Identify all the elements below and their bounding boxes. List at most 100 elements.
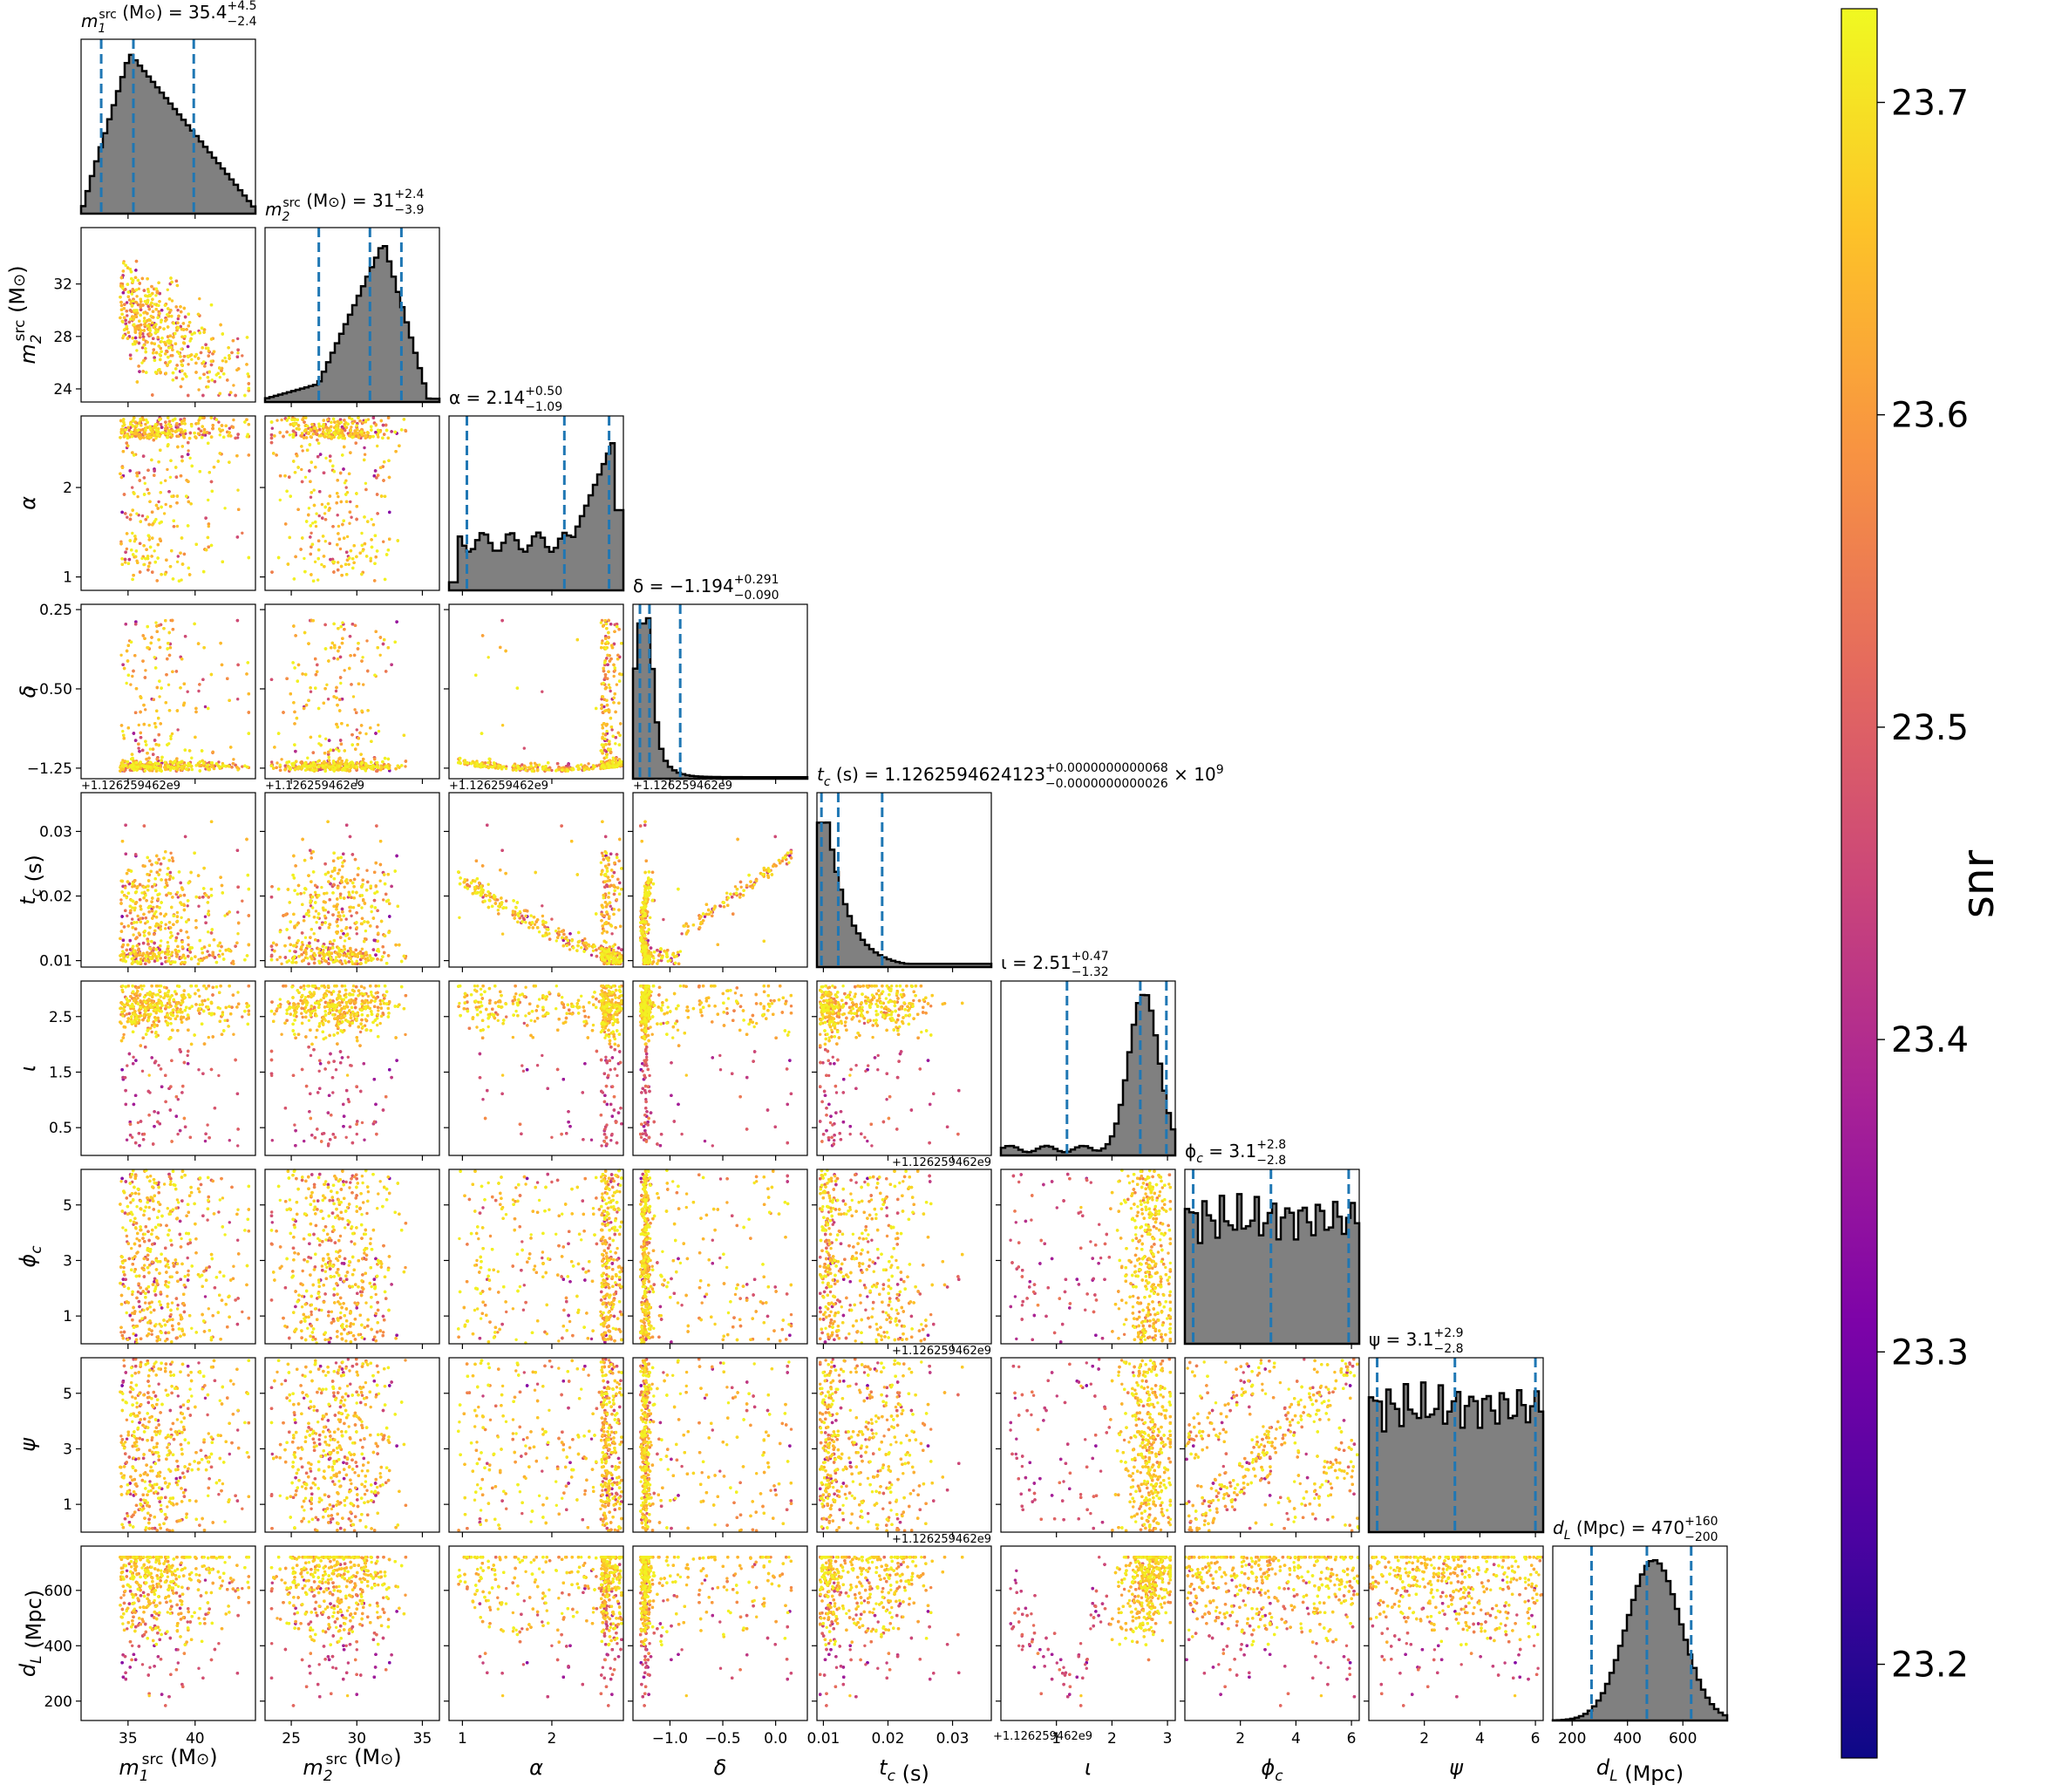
- hist-title-m1: m1src (M⊙) = 35.4+4.5 −2.4: [81, 0, 257, 36]
- scatter-point: [149, 294, 152, 296]
- scatter-point: [129, 358, 132, 360]
- scatter-point: [135, 260, 138, 262]
- scatter-point: [153, 348, 155, 351]
- scatter-point: [170, 315, 173, 317]
- scatter-point: [180, 360, 182, 363]
- scatter-point: [147, 290, 150, 293]
- scatter-point: [202, 373, 205, 376]
- scatter-point: [153, 343, 156, 345]
- scatter-point: [141, 303, 144, 306]
- scatter-point: [201, 346, 204, 349]
- scatter-point: [190, 353, 193, 356]
- scatter-point: [138, 370, 140, 372]
- scatter-point: [225, 360, 228, 363]
- scatter-point: [172, 371, 174, 374]
- scatter-point: [179, 355, 181, 358]
- scatter-point: [127, 331, 130, 334]
- scatter-point: [138, 342, 140, 344]
- scatter-point: [211, 378, 214, 381]
- scatter-point: [142, 338, 145, 341]
- scatter-point: [236, 349, 239, 351]
- scatter-point: [180, 370, 183, 372]
- scatter-point: [198, 297, 201, 300]
- hist-title-m2: m2src (M⊙) = 31+2.4 −3.9: [265, 187, 425, 224]
- scatter-point: [164, 319, 167, 322]
- scatter-point: [208, 350, 210, 352]
- scatter-point: [129, 317, 132, 320]
- scatter-point: [167, 346, 170, 349]
- scatter-point: [120, 309, 123, 311]
- scatter-point: [177, 326, 180, 329]
- scatter-point: [164, 303, 167, 306]
- scatter-point: [187, 324, 190, 327]
- scatter-point: [133, 309, 135, 311]
- scatter-point: [150, 285, 153, 288]
- scatter-point: [232, 339, 235, 342]
- histogram-bars: [265, 246, 439, 402]
- scatter-point: [142, 344, 145, 346]
- scatter-point: [199, 331, 201, 334]
- scatter-point: [177, 315, 180, 317]
- scatter-point: [124, 319, 126, 322]
- scatter-point: [232, 384, 235, 386]
- scatter-point: [197, 313, 200, 316]
- scatter-point: [228, 357, 230, 359]
- scatter-point: [152, 337, 154, 340]
- scatter-point: [135, 309, 138, 311]
- scatter-point: [201, 327, 203, 330]
- scatter-point: [122, 269, 125, 272]
- scatter-point: [138, 288, 140, 290]
- scatter-point: [234, 394, 236, 397]
- scatter-point: [194, 362, 197, 365]
- scatter-point: [123, 303, 126, 305]
- scatter-point: [219, 324, 221, 326]
- scatter-point: [180, 310, 182, 313]
- scatter-point: [153, 356, 155, 358]
- scatter-point: [174, 367, 177, 370]
- scatter-point: [139, 334, 141, 337]
- scatter-point: [142, 336, 145, 338]
- scatter-point: [202, 330, 205, 333]
- scatter-point: [221, 332, 224, 335]
- scatter-point: [190, 358, 193, 361]
- scatter-point: [158, 353, 160, 356]
- scatter-point: [167, 364, 169, 366]
- scatter-point: [169, 335, 172, 337]
- scatter-point: [155, 288, 158, 290]
- scatter-point: [136, 380, 139, 383]
- scatter-point: [131, 290, 133, 292]
- scatter-point: [210, 303, 213, 306]
- scatter-point: [143, 320, 146, 323]
- scatter-point: [184, 316, 187, 318]
- scatter-point: [144, 347, 146, 350]
- scatter-point: [160, 337, 163, 339]
- scatter-point: [136, 327, 139, 330]
- scatter-point: [135, 301, 138, 303]
- scatter-point: [246, 336, 248, 338]
- scatter-point: [120, 313, 123, 316]
- scatter-point: [119, 296, 121, 298]
- scatter-point: [181, 378, 184, 380]
- y-tick-label: 24: [53, 381, 72, 399]
- scatter-point: [127, 290, 130, 293]
- scatter-point: [120, 304, 123, 307]
- scatter-point: [218, 366, 221, 369]
- scatter-point: [210, 337, 213, 340]
- scatter-point: [187, 313, 190, 316]
- scatter-point: [159, 358, 161, 361]
- scatter-point: [136, 311, 139, 314]
- scatter-point: [236, 351, 239, 354]
- scatter-point: [146, 312, 148, 315]
- scatter-point: [154, 371, 157, 373]
- scatter-point: [132, 337, 134, 339]
- scatter-point: [160, 351, 162, 353]
- scatter-point: [130, 270, 133, 273]
- scatter-point: [139, 314, 141, 317]
- scatter-point: [193, 331, 195, 334]
- scatter-point: [182, 341, 185, 344]
- scatter-point: [187, 355, 189, 358]
- scatter-point: [146, 341, 148, 344]
- scatter-point: [201, 394, 204, 397]
- scatter-point: [137, 279, 139, 282]
